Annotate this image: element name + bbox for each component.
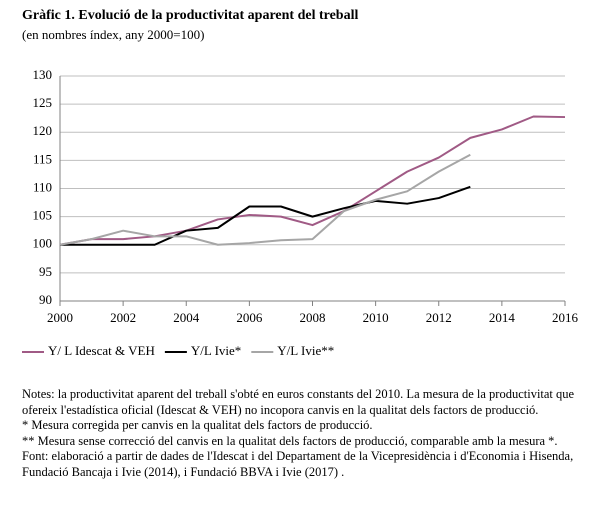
x-tick-label: 2004 (173, 310, 200, 325)
x-tick-label: 2016 (552, 310, 579, 325)
y-tick-label: 130 (33, 67, 53, 82)
chart: Gràfic 1. Evolució de la productivitat a… (22, 8, 579, 358)
y-tick-label: 100 (33, 236, 53, 251)
y-tick-label: 95 (39, 264, 52, 279)
x-tick-label: 2002 (110, 310, 136, 325)
x-tick-label: 2010 (363, 310, 389, 325)
x-tick-label: 2012 (426, 310, 452, 325)
series-line (59, 153, 471, 246)
y-tick-label: 105 (33, 208, 53, 223)
note: ** Mesura sense correcció del canvis en … (22, 433, 558, 448)
x-tick-label: 2006 (236, 310, 263, 325)
x-tick-label: 2008 (300, 310, 326, 325)
y-tick-label: 110 (33, 179, 52, 194)
chart-subtitle: (en nombres índex, any 2000=100) (22, 27, 204, 42)
series-line (60, 185, 471, 246)
y-tick-label: 90 (39, 292, 52, 307)
legend-label: Y/L Ivie* (191, 343, 241, 358)
x-tick-label: 2014 (489, 310, 516, 325)
notes: Notes: la productivitat aparent del treb… (22, 387, 582, 480)
series-line (59, 115, 566, 246)
note: Notes: la productivitat aparent del treb… (22, 387, 575, 417)
y-tick-label: 120 (33, 123, 53, 138)
note: Font: elaboració a partir de dades de l'… (22, 449, 574, 479)
chart-title: Gràfic 1. Evolució de la productivitat a… (22, 8, 358, 23)
y-tick-label: 115 (33, 151, 52, 166)
legend-label: Y/L Ivie** (277, 343, 334, 358)
legend-label: Y/ L Idescat & VEH (48, 343, 155, 358)
note: * Mesura corregida per canvis en la qual… (22, 418, 373, 432)
x-tick-label: 2000 (47, 310, 73, 325)
y-tick-label: 125 (33, 95, 53, 110)
